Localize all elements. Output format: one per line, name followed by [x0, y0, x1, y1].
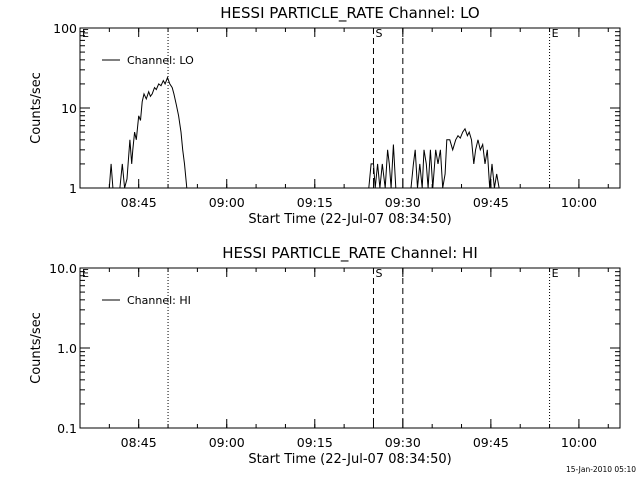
x-tick-label: 09:45 [473, 435, 509, 450]
chart-panel-1: HESSI PARTICLE_RATE Channel: LO 1 10 100 08:… [29, 4, 621, 227]
series-line-segment-3 [368, 144, 397, 189]
plot-frame [79, 27, 621, 189]
time-marker-label: E [82, 267, 89, 280]
series-line-segment-2 [119, 76, 188, 189]
chart-title: HESSI PARTICLE_RATE Channel: HI [222, 244, 478, 263]
time-marker-label: E [552, 27, 559, 40]
chart-panel-2: HESSI PARTICLE_RATE Channel: HI 0.1 1.0 10.… [29, 244, 621, 467]
time-marker-label: E [552, 267, 559, 280]
x-tick-label: 09:30 [385, 435, 421, 450]
plot-timestamp: 15-Jan-2010 05:10 [566, 465, 636, 474]
series-line-segment-4 [410, 127, 500, 189]
chart-title: HESSI PARTICLE_RATE Channel: LO [220, 4, 479, 23]
time-marker-label: S [375, 267, 382, 280]
time-marker-label: S [375, 27, 382, 40]
legend-label: Channel: HI [127, 294, 191, 307]
y-axis-label: Counts/sec [29, 312, 44, 384]
x-axis-label: Start Time (22-Jul-07 08:34:50) [248, 212, 451, 227]
y-tick-label: 100 [53, 21, 77, 36]
y-tick-label: 10 [61, 101, 77, 116]
x-tick-label: 09:45 [473, 195, 509, 210]
x-tick-label: 09:00 [209, 195, 245, 210]
y-tick-label: 1.0 [57, 341, 77, 356]
time-marker-label: E [82, 27, 89, 40]
series-line-segment-1 [108, 163, 114, 189]
x-tick-label: 09:15 [297, 195, 333, 210]
x-tick-label: 08:45 [121, 435, 157, 450]
plot-frame [79, 267, 621, 429]
x-axis-label: Start Time (22-Jul-07 08:34:50) [248, 452, 451, 467]
x-tick-label: 10:00 [561, 195, 597, 210]
x-tick-label: 09:30 [385, 195, 421, 210]
x-tick-label: 08:45 [121, 195, 157, 210]
y-tick-label: 1 [69, 181, 77, 196]
x-tick-label: 09:15 [297, 435, 333, 450]
x-tick-label: 10:00 [561, 435, 597, 450]
y-tick-label: 10.0 [49, 261, 77, 276]
y-axis-label: Counts/sec [29, 72, 44, 144]
y-tick-label: 0.1 [57, 421, 77, 436]
legend-label: Channel: LO [127, 54, 194, 67]
x-tick-label: 09:00 [209, 435, 245, 450]
